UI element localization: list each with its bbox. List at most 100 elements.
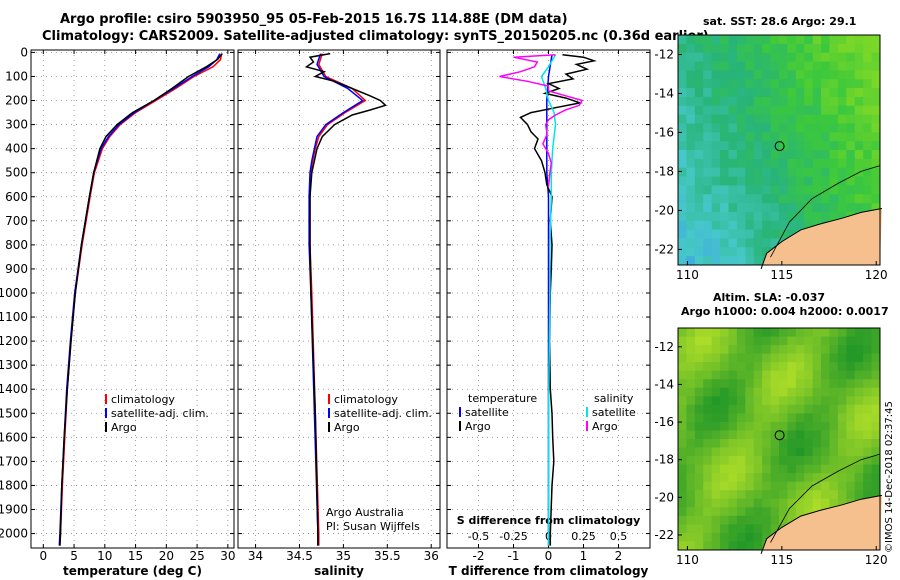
map-cell <box>753 52 763 62</box>
map-cell <box>745 88 755 98</box>
map-cell <box>863 404 872 414</box>
map-cell <box>846 194 856 204</box>
map-cell <box>753 176 763 186</box>
map-cell <box>686 220 696 231</box>
map-cell <box>694 105 704 116</box>
map-cell <box>787 185 797 195</box>
map-cell <box>703 447 713 457</box>
map-cell <box>694 185 704 195</box>
map-cell <box>804 430 814 440</box>
map-cell <box>745 456 755 466</box>
map-cell <box>711 498 721 508</box>
map-cell <box>795 141 805 151</box>
map-cell <box>720 247 729 257</box>
map-cell <box>795 498 805 508</box>
x-tick-label: 25 <box>189 549 204 563</box>
map-cell <box>837 150 847 160</box>
map-cell <box>728 515 738 525</box>
bathymetry-contour <box>770 453 881 543</box>
map-cell <box>821 481 830 491</box>
map-cell <box>694 114 704 124</box>
map-cell <box>770 211 780 222</box>
map-cell <box>686 328 696 337</box>
map-cell <box>703 229 713 239</box>
map-cell <box>736 353 746 363</box>
map-cell <box>787 430 797 440</box>
legend-s-1-label: Argo <box>592 420 618 433</box>
map-cell <box>753 447 763 457</box>
map-cell <box>837 370 847 380</box>
map-cell <box>854 176 864 186</box>
map-cell <box>703 379 713 389</box>
series-argo <box>304 52 387 546</box>
map-cell <box>787 150 797 160</box>
sst-caption: sat. SST: 28.6 Argo: 29.1 <box>703 15 857 28</box>
map-cell <box>720 439 729 448</box>
map-cell <box>711 220 721 231</box>
map-cell <box>812 35 822 45</box>
map-cell <box>678 430 687 440</box>
map-cell <box>694 96 704 107</box>
map-cell <box>762 35 771 45</box>
map-cell <box>678 498 687 508</box>
map-cell <box>812 79 822 89</box>
map-cell <box>762 481 771 491</box>
map-cell <box>728 507 738 517</box>
map-cell <box>753 413 763 423</box>
y-tick-label: 1600 <box>0 430 28 444</box>
map-cell <box>694 256 704 266</box>
map-cell <box>711 141 721 151</box>
map-cell <box>762 70 771 80</box>
map-cell <box>787 114 797 124</box>
map-cell <box>863 158 872 169</box>
map-cell <box>812 158 822 169</box>
map-cell <box>795 447 805 457</box>
map-cell <box>694 194 704 204</box>
map-cell <box>745 541 755 551</box>
map-cell <box>812 167 822 177</box>
map-cell <box>846 123 856 133</box>
map-cell <box>720 387 729 397</box>
map-cell <box>728 194 738 204</box>
map-cell <box>787 498 797 508</box>
map-cell <box>779 52 788 62</box>
map-cell <box>745 464 755 474</box>
map-cell <box>745 79 755 89</box>
map-cell <box>871 185 881 195</box>
map-cell <box>711 256 721 266</box>
map-cell <box>837 336 847 346</box>
map-cell <box>779 481 788 491</box>
map-cell <box>678 79 687 89</box>
map-cell <box>745 220 755 231</box>
map-cell <box>829 123 839 133</box>
map-cell <box>711 238 721 248</box>
map-cell <box>694 353 704 363</box>
y-tick-label: 400 <box>5 142 28 156</box>
map-cell <box>863 194 872 204</box>
map-cell <box>762 114 771 124</box>
map-cell <box>770 194 780 204</box>
map-cell <box>728 541 738 551</box>
map-cell <box>703 88 713 98</box>
map-cell <box>694 430 704 440</box>
map-cell <box>720 238 729 248</box>
map-cell <box>728 220 738 231</box>
map-cell <box>863 96 872 107</box>
map-cell <box>770 387 780 397</box>
map-cell <box>745 362 755 372</box>
map-cell <box>703 464 713 474</box>
map-cell <box>711 158 721 169</box>
map-cell <box>736 247 746 257</box>
map-cell <box>837 498 847 508</box>
map-cell <box>795 336 805 346</box>
map-cell <box>736 379 746 389</box>
map-cell <box>753 379 763 389</box>
map-cell <box>753 396 763 406</box>
map-cell <box>686 473 696 483</box>
map-cell <box>745 194 755 204</box>
map-cell <box>821 185 830 195</box>
map-cell <box>736 114 746 124</box>
map-cell <box>694 498 704 508</box>
map-cell <box>703 79 713 89</box>
map-cell <box>736 158 746 169</box>
